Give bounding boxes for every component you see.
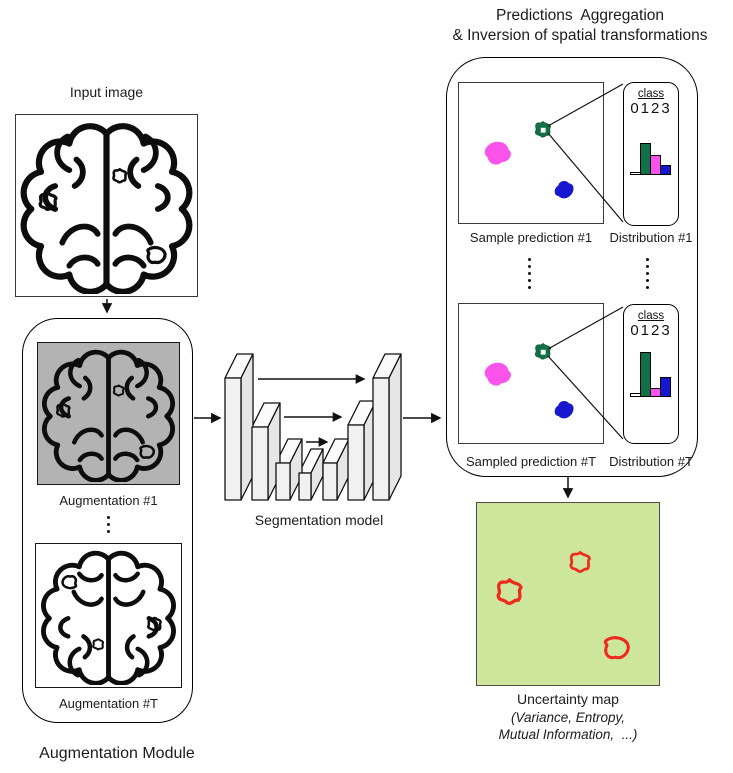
distribution-1-label: Distribution #1 (609, 230, 693, 245)
distribution-T-label: Distribution #T (609, 454, 693, 469)
distribution-T-bars (630, 352, 671, 397)
uncertainty-map-box (476, 502, 660, 686)
prediction-1-blobs (484, 121, 577, 202)
unet-block-front-faces (224, 377, 390, 501)
class-header: class (637, 310, 665, 322)
prediction-blob-blue (551, 177, 577, 202)
input-image-label: Input image (69, 84, 144, 100)
augmented-image-T (35, 543, 182, 688)
uncertainty-map-sublabel-1: (Variance, Entropy, (510, 709, 626, 725)
sampled-prediction-T-label: Sampled prediction #T (465, 454, 597, 469)
augmentation-module-box: Augmentation #1 Augmentation #T (22, 318, 193, 723)
panel-title-line2: & Inversion of spatial transformations (452, 27, 708, 44)
augmentation-1-label: Augmentation #1 (59, 493, 158, 508)
class-header: class (637, 88, 665, 100)
distribution-1-bars (630, 143, 671, 175)
sample-prediction-1-box (458, 82, 604, 224)
class-values: 0123 (630, 100, 672, 117)
sample-prediction-1-label: Sample prediction #1 (469, 230, 593, 245)
uncertainty-map-label: Uncertainty map (517, 691, 619, 707)
brain-illustration (18, 117, 195, 294)
brain-illustration-augmented-T (39, 546, 178, 685)
uncertainty-lesion-outline (603, 636, 630, 660)
input-image-box (15, 114, 198, 297)
uncertainty-map-sublabel-2: Mutual Information, ...) (498, 727, 638, 742)
aggregation-panel-box: Sample prediction #1 class 0123 Distribu… (446, 57, 698, 477)
ellipsis-dots (528, 258, 531, 289)
segmentation-model-label: Segmentation model (254, 512, 384, 528)
distribution-bar-class-3 (659, 377, 671, 397)
segmentation-model-figure (224, 353, 402, 501)
augmented-image-1 (37, 342, 180, 485)
prediction-blob-magenta (484, 362, 511, 386)
prediction-T-blobs (484, 343, 577, 422)
uncertainty-map-label-group: Uncertainty map (Variance, Entropy, Mutu… (468, 691, 668, 744)
distribution-T-box: class 0123 (623, 304, 679, 444)
brain-illustration-augmented-1 (40, 345, 177, 482)
zoom-pixel-marker (540, 349, 546, 355)
prediction-blob-magenta (484, 141, 511, 165)
augmentation-module-label: Augmentation Module (39, 745, 195, 762)
uncertainty-lesion-outline (496, 578, 523, 605)
distribution-bar-class-1 (639, 352, 651, 397)
zoom-pixel-marker (540, 127, 546, 133)
panel-title-line1: Predictions Aggregation (495, 7, 665, 24)
augmentation-T-label: Augmentation #T (58, 696, 158, 711)
sampled-prediction-T-box (458, 303, 604, 444)
ellipsis-dots (107, 516, 110, 533)
skip-connection-arrows (258, 374, 366, 447)
aggregation-panel-title: Predictions Aggregation & Inversion of s… (429, 6, 731, 46)
class-values: 0123 (630, 322, 672, 339)
distribution-1-box: class 0123 (623, 82, 679, 226)
distribution-bar-class-3 (659, 165, 671, 175)
uncertainty-lesion-outline (569, 550, 591, 573)
uncertainty-map-figure (496, 550, 630, 660)
ellipsis-dots (646, 258, 649, 289)
prediction-blob-blue (551, 397, 577, 422)
